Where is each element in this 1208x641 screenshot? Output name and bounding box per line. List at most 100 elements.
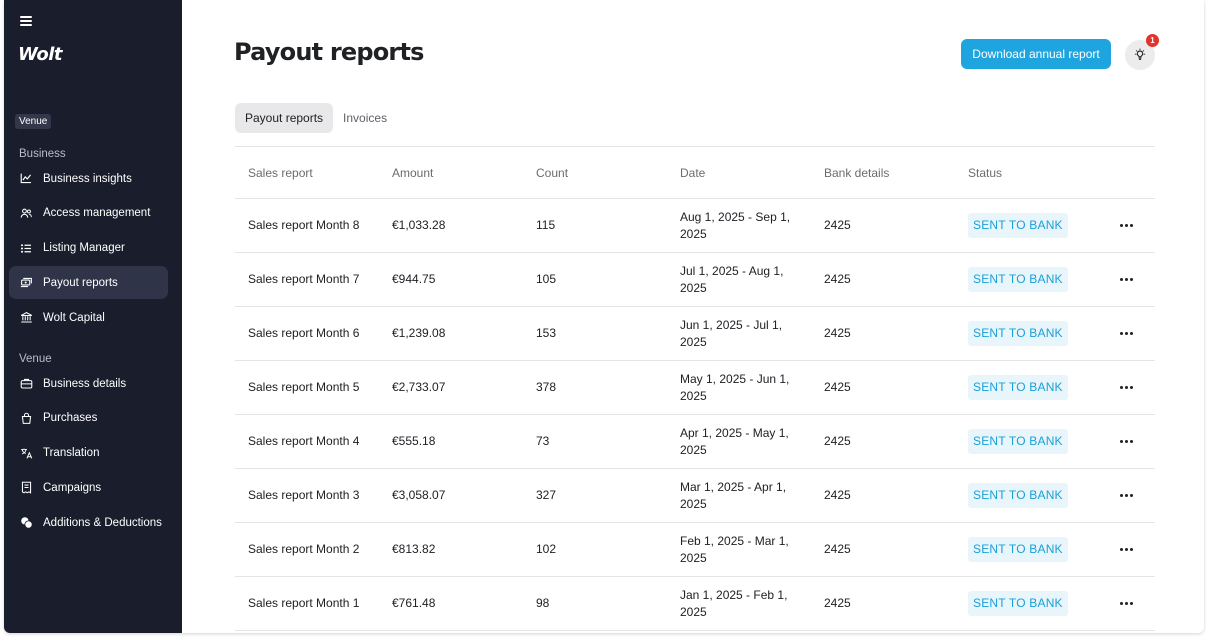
more-options-icon[interactable] [1115,215,1137,237]
table-row[interactable]: Sales report Month 5 €2,733.07 378 May 1, 2… [235,361,1155,415]
sidebar-item-label: Additions & Deductions [43,516,162,529]
sidebar-item-translation[interactable]: Translation [9,437,168,470]
menu-icon[interactable] [20,16,32,26]
cell-count: 105 [536,272,557,287]
cell-date: Mar 1, 2025 - Apr 1, 2025 [680,469,798,522]
cell-amount: €555.18 [392,434,436,449]
cell-count: 378 [536,380,557,395]
briefcase-icon [19,377,33,391]
column-header-sales-report[interactable]: Sales report [248,166,313,180]
column-header-count[interactable]: Count [536,166,569,180]
more-options-icon[interactable] [1115,269,1137,291]
cell-date: Feb 1, 2025 - Mar 1, 2025 [680,523,798,576]
cell-bank-details: 2425 [824,272,851,287]
sidebar-item-access-management[interactable]: Access management [9,197,168,230]
table-row[interactable]: Sales report Month 3 €3,058.07 327 Mar 1, 2… [235,469,1155,523]
sidebar-item-label: Wolt Capital [43,311,105,324]
sidebar: Wolt Venue Business Business insights Acc… [4,0,182,633]
table-row[interactable]: Sales report Month 4 €555.18 73 Apr 1, 2025… [235,415,1155,469]
cell-amount: €813.82 [392,542,436,557]
cell-date-year: 2025 [680,280,707,295]
more-options-icon[interactable] [1115,377,1137,399]
wolt-logo[interactable]: Wolt [18,44,63,65]
download-annual-report-button[interactable]: Download annual report [961,39,1111,69]
table-row[interactable]: Sales report Month 2 €813.82 102 Feb 1, 202… [235,523,1155,577]
sidebar-item-wolt-capital[interactable]: Wolt Capital [9,301,168,334]
more-options-icon[interactable] [1115,485,1137,507]
chart-icon [19,172,33,186]
cell-count: 73 [536,434,550,449]
page-title: Payout reports [234,38,424,66]
cell-actions [1115,469,1137,522]
cell-status: SENT TO BANK [968,361,1068,414]
cell-date-line: May 1, 2025 - Jun 1, [680,372,790,386]
cell-bank-details: 2425 [824,326,851,341]
more-options-icon[interactable] [1115,593,1137,615]
status-badge: SENT TO BANK [968,321,1068,346]
sidebar-item-campaigns[interactable]: Campaigns [9,471,168,504]
cell-date-line: Jul 1, 2025 - Aug 1, [680,264,784,278]
sidebar-item-label: Business details [43,377,127,390]
table-header: Sales report Amount Count Date Bank deta… [235,146,1155,199]
sidebar-item-business-details[interactable]: Business details [9,367,168,400]
status-badge: SENT TO BANK [968,591,1068,616]
table-row[interactable]: Sales report Month 7 €944.75 105 Jul 1, 202… [235,253,1155,307]
sidebar-item-payout-reports[interactable]: Payout reports [9,266,168,300]
table-row[interactable]: Sales report Month 6 €1,239.08 153 Jun 1, 2… [235,307,1155,361]
cell-date-year: 2025 [680,604,707,619]
cell-sales-report: Sales report Month 6 [248,326,360,341]
cell-count: 102 [536,542,557,557]
column-header-bank-details[interactable]: Bank details [824,166,890,180]
cell-status: SENT TO BANK [968,307,1068,360]
more-options-icon[interactable] [1115,323,1137,345]
main-content: Payout reports Download annual report 1 … [182,0,1204,633]
tab-payout-reports[interactable]: Payout reports [235,103,334,133]
sidebar-item-business-insights[interactable]: Business insights [9,162,168,195]
cell-actions [1115,577,1137,630]
sidebar-item-label: Business insights [43,172,132,185]
coins-icon [19,516,33,530]
cell-count: 115 [536,218,556,233]
table-row[interactable]: Sales report Month 8 €1,033.28 115 Aug 1, 2… [235,199,1155,253]
notification-badge: 1 [1146,34,1159,47]
column-header-amount[interactable]: Amount [392,166,434,180]
cell-bank-details: 2425 [824,596,851,611]
cell-amount: €944.75 [392,272,436,287]
cell-date-line: Mar 1, 2025 - Apr 1, [680,480,787,494]
status-badge: SENT TO BANK [968,537,1068,562]
payout-reports-table: Sales report Amount Count Date Bank deta… [235,146,1155,631]
column-header-status[interactable]: Status [968,166,1003,180]
sidebar-item-label: Purchases [43,412,98,425]
status-badge: SENT TO BANK [968,267,1068,292]
sidebar-item-purchases[interactable]: Purchases [9,402,168,435]
translate-icon [19,446,33,460]
sidebar-item-label: Listing Manager [43,242,125,255]
table-row[interactable]: Sales report Month 1 €761.48 98 Jan 1, 2025… [235,577,1155,631]
cell-amount: €1,239.08 [392,326,446,341]
venue-selector[interactable]: Venue [15,114,52,129]
sidebar-item-label: Campaigns [43,481,102,494]
cell-actions [1115,253,1137,306]
cell-sales-report: Sales report Month 5 [248,380,360,395]
sidebar-item-label: Access management [43,207,151,220]
app-window: Wolt Venue Business Business insights Acc… [4,0,1204,633]
cell-sales-report: Sales report Month 2 [248,542,360,557]
column-header-date[interactable]: Date [680,166,706,180]
sidebar-item-additions-deductions[interactable]: Additions & Deductions [9,506,168,539]
cell-date-line: Apr 1, 2025 - May 1, [680,426,789,440]
cell-date-line: Jun 1, 2025 - Jul 1, [680,318,783,332]
cell-status: SENT TO BANK [968,199,1068,252]
status-badge: SENT TO BANK [968,483,1068,508]
more-options-icon[interactable] [1115,431,1137,453]
bank-icon [19,311,33,325]
cell-status: SENT TO BANK [968,523,1068,576]
cell-date: Jun 1, 2025 - Jul 1, 2025 [680,307,798,360]
payout-icon [19,276,33,290]
cell-date: Apr 1, 2025 - May 1, 2025 [680,415,798,468]
cell-date-year: 2025 [680,496,707,511]
cell-date-year: 2025 [680,334,707,349]
more-options-icon[interactable] [1115,539,1137,561]
table-body: Sales report Month 8 €1,033.28 115 Aug 1, 2… [235,199,1155,631]
sidebar-item-listing-manager[interactable]: Listing Manager [9,232,168,265]
tab-invoices[interactable]: Invoices [343,111,388,125]
